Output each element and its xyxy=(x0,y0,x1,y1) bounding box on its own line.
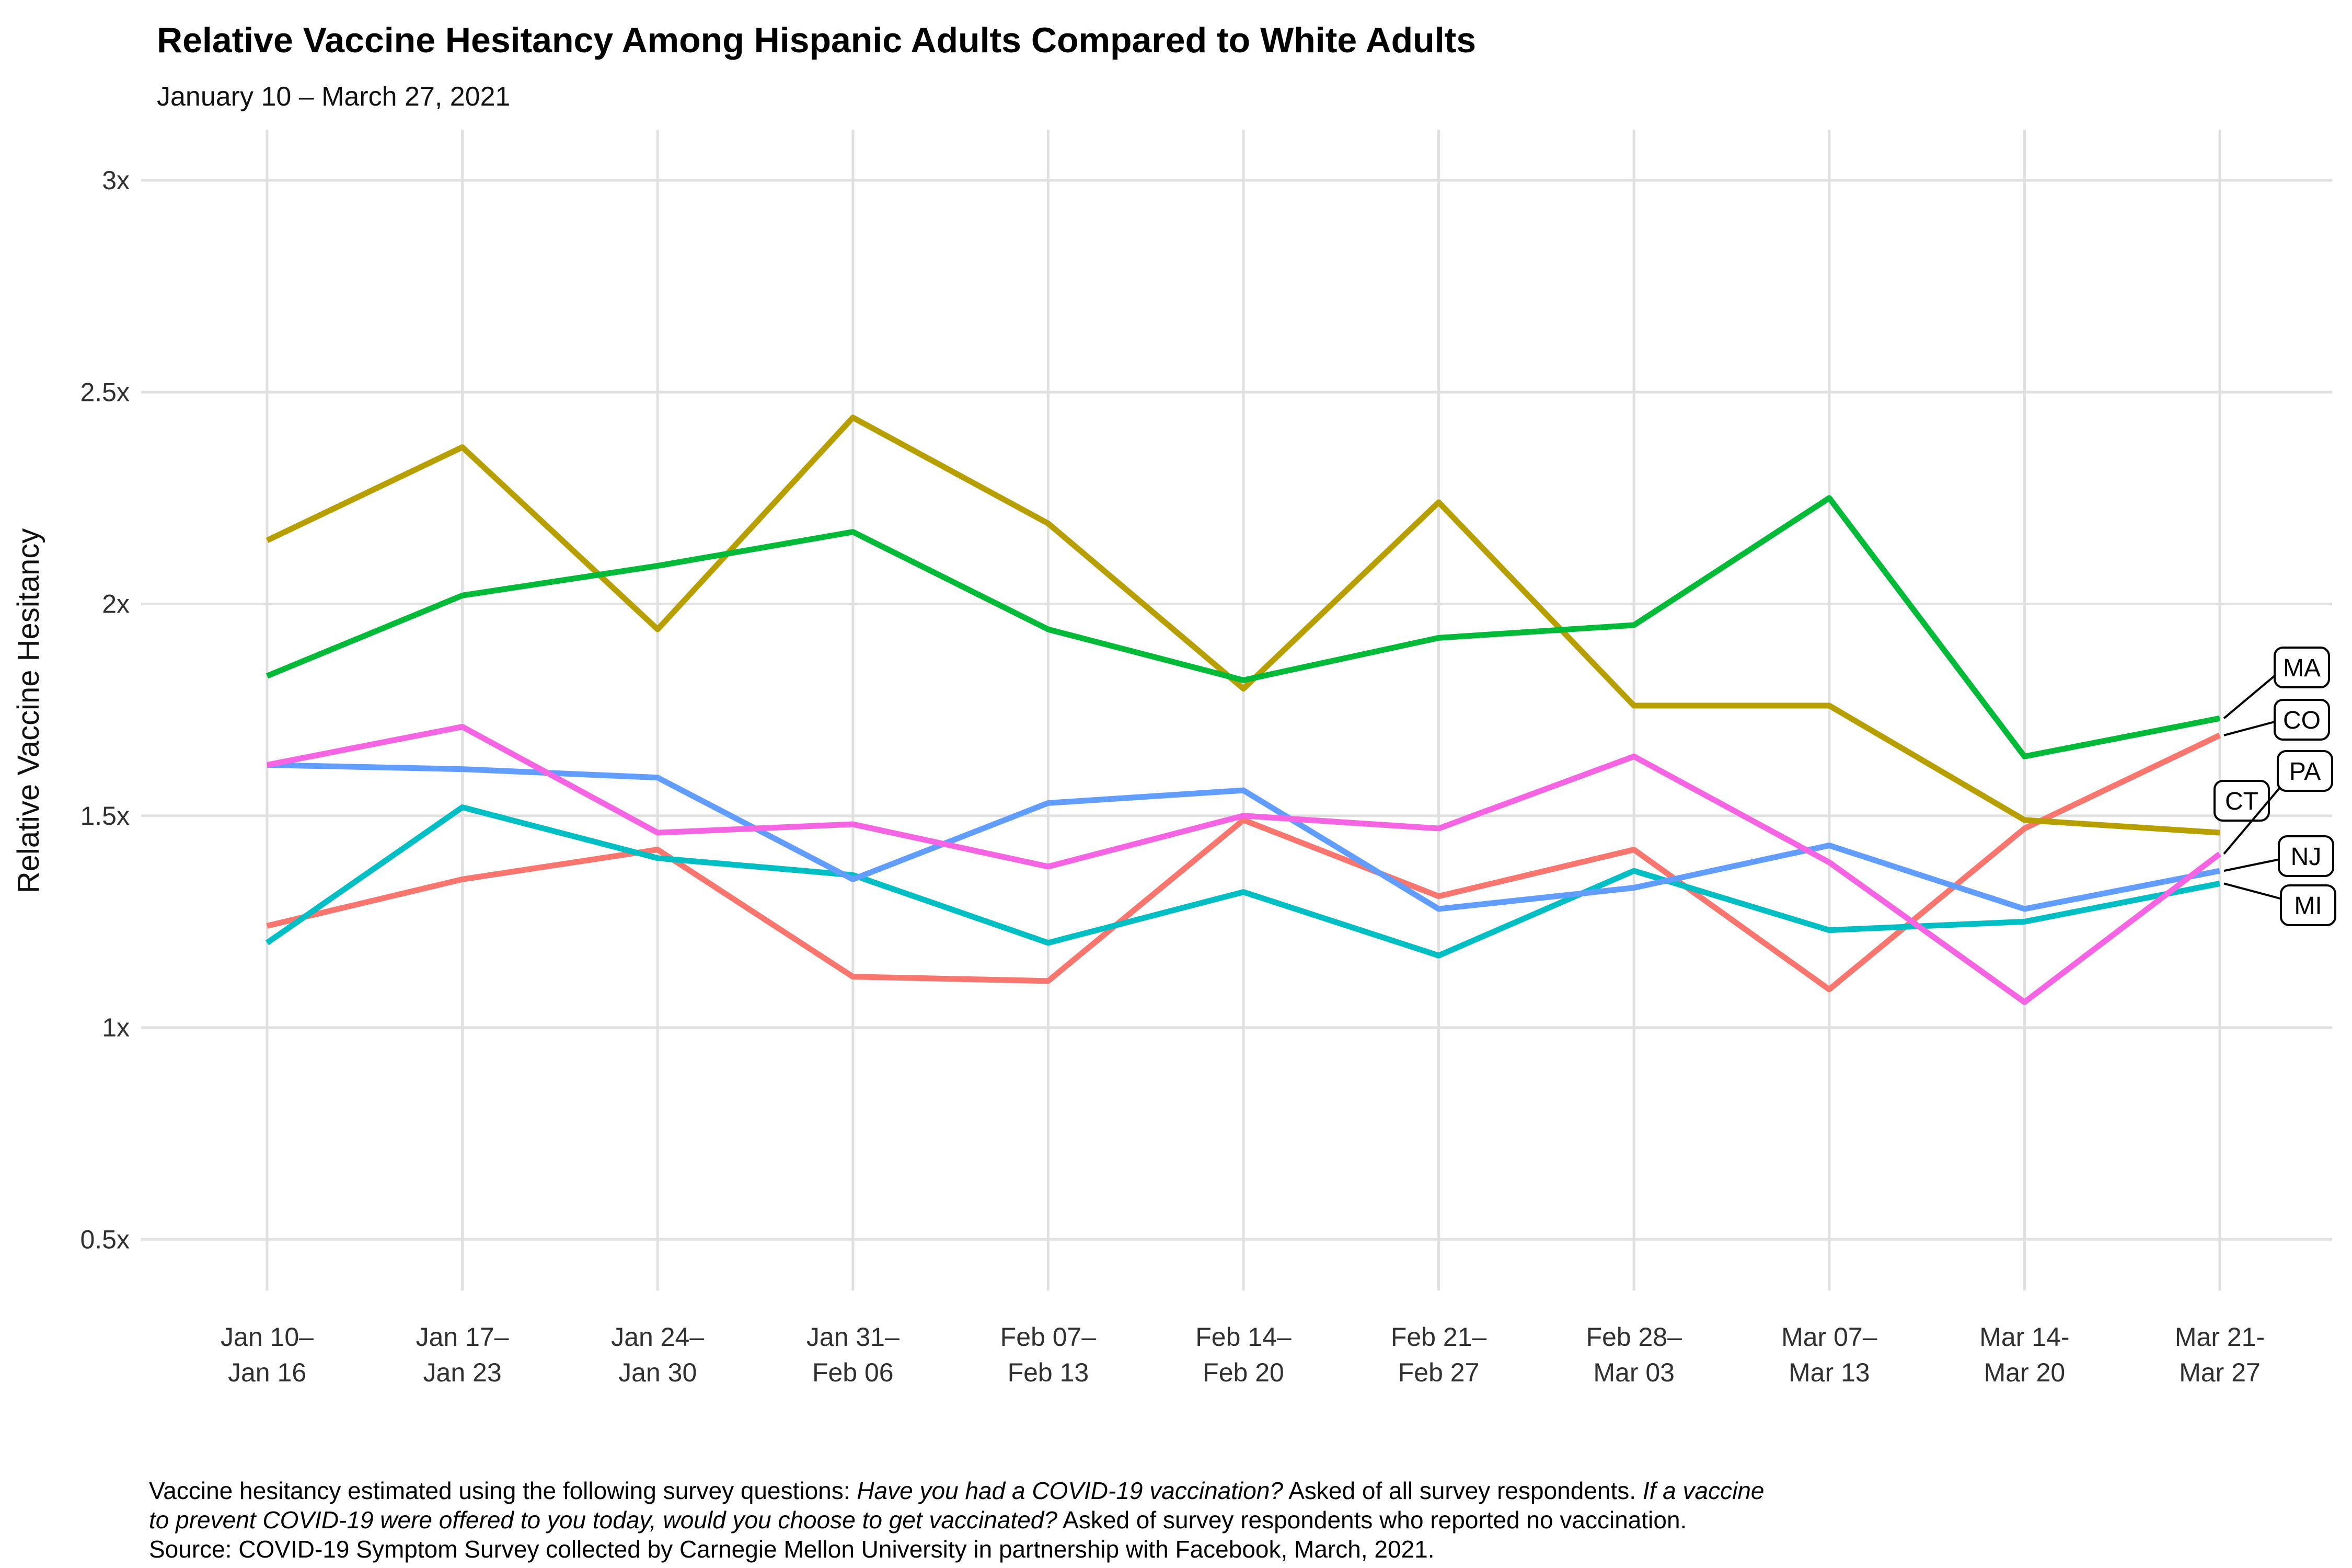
footnote-text: Vaccine hesitancy estimated using the fo… xyxy=(149,1477,1765,1563)
series-line-MA xyxy=(266,495,2221,759)
y-tick-1.5x: 1.5x xyxy=(80,801,130,831)
series-line-NJ xyxy=(267,762,2221,912)
x-tick-week11: Mar 21-Mar 27 xyxy=(2175,1322,2265,1387)
label-leader-MA xyxy=(2223,675,2276,719)
series-label-CT: CT xyxy=(2213,780,2270,822)
label-leader-MI xyxy=(2223,882,2282,900)
x-tick-week5: Feb 07– Feb 13 xyxy=(1000,1322,1097,1387)
series-label-CO: CO xyxy=(2223,699,2330,741)
label-text-CO: CO xyxy=(2283,707,2321,734)
label-box-PA xyxy=(2277,750,2333,792)
x-tick-week9: Mar 07– Mar 13 xyxy=(1781,1322,1877,1387)
label-leader-CO xyxy=(2223,721,2275,736)
x-tick-week4: Jan 31– Feb 06 xyxy=(806,1322,900,1387)
x-axis-tick-labels: Jan 10– Jan 16 Jan 17– Jan 23 Jan 24– Jan 30 J… xyxy=(221,1322,2265,1387)
x-tick-week3: Jan 24– Jan 30 xyxy=(611,1322,704,1387)
x-tick-week1: Jan 10– Jan 16 xyxy=(221,1322,314,1387)
label-text-MI: MI xyxy=(2294,892,2322,920)
series-label-MA: MA xyxy=(2223,647,2330,719)
label-box-MI xyxy=(2280,884,2336,926)
label-leader-NJ xyxy=(2223,858,2280,872)
label-box-MA xyxy=(2274,647,2330,688)
series-line-CO xyxy=(266,732,2221,993)
chart-title: Relative Vaccine Hesitancy Among Hispani… xyxy=(157,20,1476,60)
label-box-NJ xyxy=(2278,835,2334,877)
label-leader-PA xyxy=(2223,787,2281,855)
y-axis-tick-labels: 3x 2.5x 2x 1.5x 1x 0.5x xyxy=(80,166,130,1254)
plot-gridlines xyxy=(141,130,2332,1290)
y-tick-2.5x: 2.5x xyxy=(80,377,130,407)
x-tick-week6: Feb 14– Feb 20 xyxy=(1195,1322,1292,1387)
series-label-MI: MI xyxy=(2223,882,2336,926)
label-box-CO xyxy=(2274,699,2330,741)
label-text-PA: PA xyxy=(2289,758,2321,786)
footnote: Vaccine hesitancy estimated using the fo… xyxy=(149,1477,1765,1563)
label-text-CT: CT xyxy=(2225,788,2258,815)
label-text-MA: MA xyxy=(2283,654,2321,682)
y-tick-2x: 2x xyxy=(102,590,130,619)
y-tick-1x: 1x xyxy=(102,1013,130,1042)
x-tick-week10: Mar 14-Mar 20 xyxy=(1979,1322,2069,1387)
series-line-PA xyxy=(266,724,2222,1005)
x-tick-week7: Feb 21– Feb 27 xyxy=(1391,1322,1487,1387)
y-tick-0.5x: 0.5x xyxy=(80,1225,130,1254)
series-label-PA: PA xyxy=(2223,750,2333,855)
label-text-NJ: NJ xyxy=(2291,843,2322,871)
series-end-labels: CO CT MA MI NJ PA xyxy=(2213,647,2336,926)
chart-subtitle: January 10 – March 27, 2021 xyxy=(157,82,510,112)
x-tick-week8: Feb 28– Mar 03 xyxy=(1586,1322,1682,1387)
series-line-MI xyxy=(265,804,2221,959)
series-lines xyxy=(265,414,2222,1005)
series-label-NJ: NJ xyxy=(2223,835,2334,877)
y-axis-title: Relative Vaccine Hesitancy xyxy=(11,528,45,893)
y-tick-3x: 3x xyxy=(102,166,130,195)
series-line-CT xyxy=(266,414,2220,836)
x-tick-week2: Jan 17– Jan 23 xyxy=(416,1322,509,1387)
